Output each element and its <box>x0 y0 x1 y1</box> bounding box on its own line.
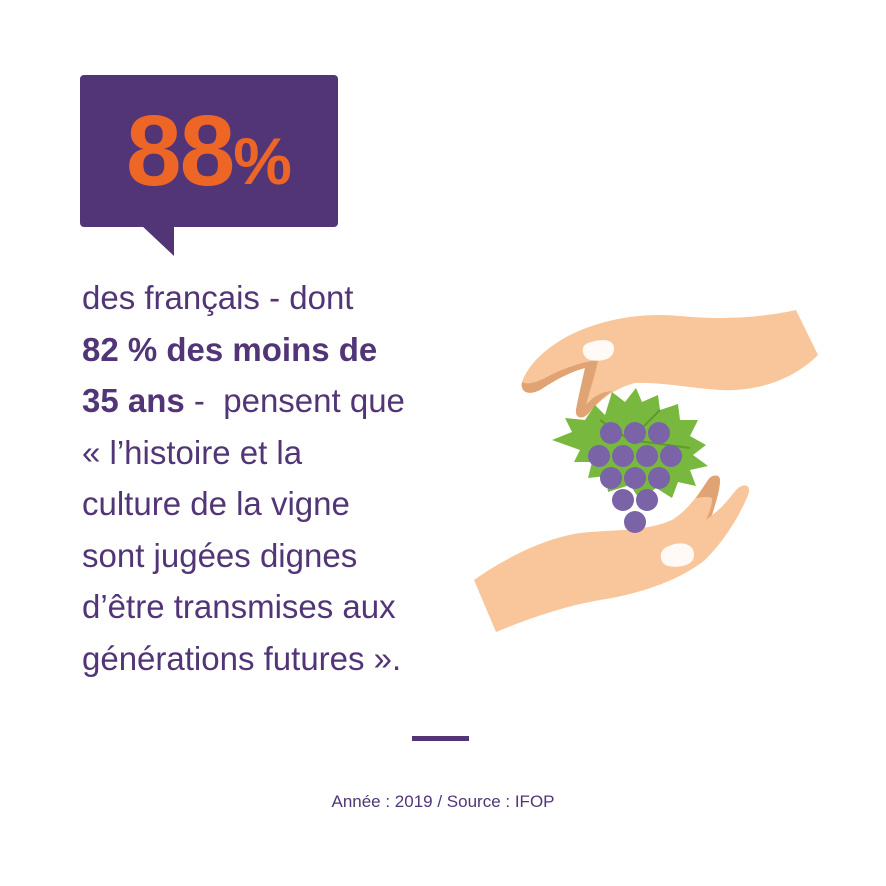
stat-value: 88% <box>80 75 338 227</box>
body-line-8: générations futures ». <box>82 639 402 677</box>
body-line-4: « l’histoire et la <box>82 433 303 471</box>
bottom-hand-icon <box>474 475 750 632</box>
body-line-3: 35 ans - pensent que <box>82 375 482 427</box>
body-line-2: 82 % des moins de <box>82 324 482 376</box>
stat-percent: % <box>233 124 292 198</box>
body-line-3-rest: - pensent que <box>184 382 405 419</box>
divider <box>412 736 469 741</box>
body-line-7: d’être transmises aux <box>82 588 396 625</box>
body-text: des français - dont 82 % des moins de 35… <box>82 272 482 684</box>
bubble-tail <box>140 224 174 256</box>
hands-holding-grapes-icon <box>474 310 818 632</box>
body-bold-2: 35 ans <box>82 382 185 419</box>
body-line-5: culture de la vigne <box>82 485 350 522</box>
grape-bunch-icon <box>588 422 682 533</box>
body-line-1: des français - dont <box>82 279 354 316</box>
top-hand-icon <box>521 310 818 418</box>
stat-number: 88 <box>126 95 235 207</box>
body-line-6: sont jugées dignes <box>82 536 358 574</box>
body-bold-1: 82 % des moins de <box>82 330 378 368</box>
stat-bubble: 88% <box>80 75 338 227</box>
source-note: Année : 2019 / Source : IFOP <box>331 792 555 811</box>
